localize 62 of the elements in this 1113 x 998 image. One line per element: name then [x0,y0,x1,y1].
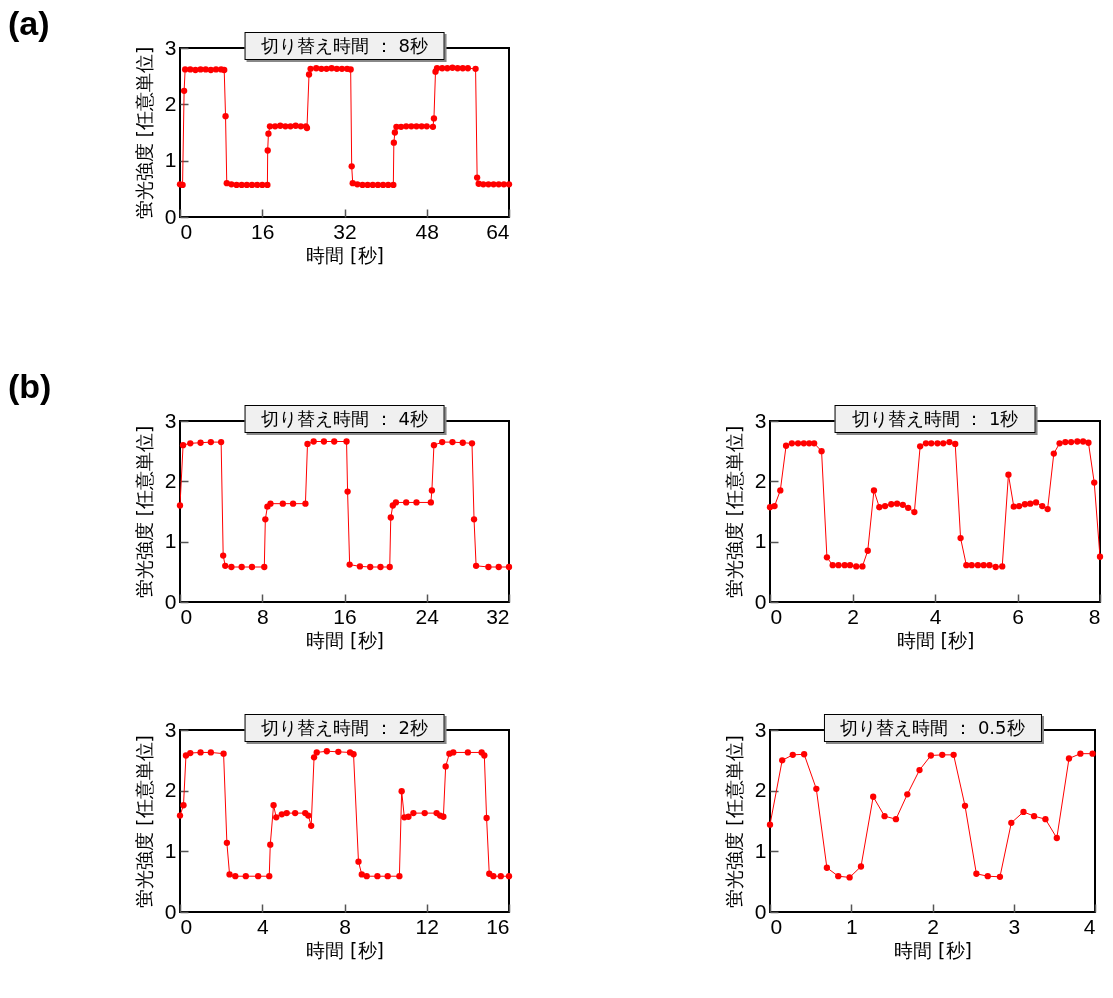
chart-title: 切り替え時間 ： 1秒 [834,405,1036,433]
text: (b) [8,367,52,406]
x-tick-label: 8 [339,914,351,938]
x-tick-label: 16 [486,914,510,938]
x-axis-title: 時間 [秒] [894,938,972,961]
x-axis-title: 時間 [秒] [306,628,384,651]
y-tick-label: 0 [754,899,767,923]
y-tick-label: 3 [164,35,177,59]
y-tick-label: 2 [164,91,177,115]
x-tick-label: 48 [415,219,439,243]
x-tick-label: 1 [845,914,858,938]
x-tick-label: 2 [847,604,859,628]
x-axis-title: 時間 [秒] [896,628,975,651]
x-tick-label: 2 [927,914,939,938]
y-tick-label: 1 [164,838,177,862]
x-tick-label: 4 [1083,914,1096,938]
x-tick-label: 0 [180,219,193,243]
y-tick-label: 0 [164,204,177,228]
x-axis-title: 時間 [秒] [306,243,384,266]
y-tick-label: 2 [164,778,177,802]
x-axis-title: 時間 [秒] [306,938,384,961]
y-tick-label: 3 [754,717,767,741]
y-tick-label: 2 [164,468,177,492]
x-tick-label: 4 [256,914,269,938]
y-axis-title: 蛍光強度 [任意単位] [132,46,155,220]
x-tick-label: 0 [770,914,783,938]
y-tick-label: 1 [164,148,177,172]
y-tick-label: 2 [754,778,767,802]
x-tick-label: 16 [251,219,275,243]
y-axis-title: 蛍光強度 [任意単位] [132,425,155,599]
x-tick-label: 32 [486,604,510,628]
text: (a) [8,4,50,43]
chart-title: 切り替え時間 ： 8秒 [244,32,445,60]
x-tick-label: 6 [1012,604,1024,628]
y-tick-label: 3 [164,717,177,741]
x-tick-label: 8 [256,604,269,628]
y-tick-label: 3 [164,408,177,432]
y-axis-title: 蛍光強度 [任意単位] [722,735,745,908]
y-tick-label: 0 [754,589,767,613]
y-axis-title: 蛍光強度 [任意単位] [132,735,155,908]
x-tick-label: 12 [415,914,439,938]
x-tick-label: 64 [486,219,510,243]
chart-title: 切り替え時間 ： 2秒 [244,714,445,742]
chart-title: 切り替え時間 ： 0.5秒 [823,714,1042,742]
x-tick-label: 0 [770,604,783,628]
y-tick-label: 2 [754,468,767,492]
x-tick-label: 4 [929,604,942,628]
y-tick-label: 1 [754,838,767,862]
y-tick-label: 1 [754,529,767,553]
x-tick-label: 8 [1088,604,1101,628]
y-tick-label: 0 [164,589,177,613]
y-tick-label: 1 [164,529,177,553]
y-axis-title: 蛍光強度 [任意単位] [722,425,745,599]
x-tick-label: 3 [1008,914,1021,938]
x-tick-label: 0 [180,604,193,628]
x-tick-label: 24 [415,604,440,628]
y-tick-label: 0 [164,899,177,923]
x-tick-label: 16 [333,604,357,628]
x-tick-label: 32 [333,219,357,243]
x-tick-label: 0 [180,914,193,938]
y-tick-label: 3 [754,408,767,432]
chart-title: 切り替え時間 ： 4秒 [244,405,445,433]
